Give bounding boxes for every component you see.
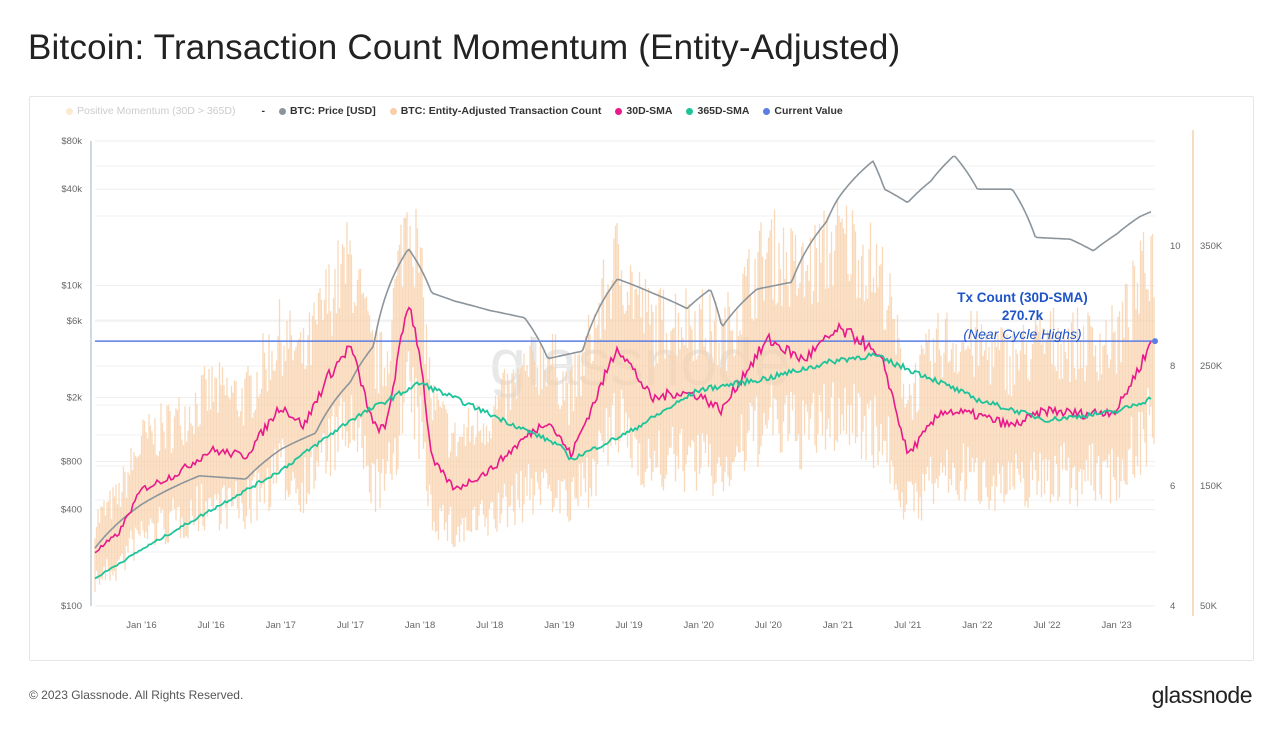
x-tick-label: Jan '19 bbox=[544, 620, 574, 631]
x-tick-label: Jul '21 bbox=[894, 620, 921, 631]
x-tick-label: Jan '21 bbox=[823, 620, 853, 631]
y-left-tick-label: $40k bbox=[61, 184, 82, 195]
y-left-tick-label: $800 bbox=[61, 456, 82, 467]
annotation-title: Tx Count (30D-SMA) bbox=[957, 290, 1088, 305]
legend-swatch-icon bbox=[278, 107, 286, 115]
y-right-tick-label: 150K bbox=[1200, 481, 1223, 492]
y-right-inner-tick-label: 8 bbox=[1170, 361, 1175, 372]
chart-panel bbox=[29, 96, 1254, 661]
legend-current-value[interactable]: Current Value bbox=[763, 105, 843, 117]
x-tick-label: Jul '16 bbox=[198, 620, 225, 631]
y-left-tick-label: $100 bbox=[61, 601, 82, 612]
x-tick-label: Jul '20 bbox=[755, 620, 782, 631]
annotation-value: 270.7k bbox=[1001, 308, 1044, 323]
y-right-tick-label: 50K bbox=[1200, 601, 1218, 612]
y-left-tick-label: $400 bbox=[61, 505, 82, 516]
legend-swatch-icon bbox=[763, 107, 771, 115]
page-title: Bitcoin: Transaction Count Momentum (Ent… bbox=[28, 28, 901, 67]
current-value-marker bbox=[1152, 338, 1158, 345]
x-tick-label: Jan '20 bbox=[684, 620, 714, 631]
legend-dash: - bbox=[261, 105, 265, 117]
x-tick-label: Jan '16 bbox=[126, 620, 156, 631]
annotation-note: (Near Cycle Highs) bbox=[963, 326, 1082, 342]
y-left-tick-label: $2k bbox=[67, 393, 83, 404]
y-left-tick-label: $10k bbox=[61, 281, 82, 292]
x-tick-label: Jan '22 bbox=[962, 620, 992, 631]
legend-swatch-icon bbox=[66, 107, 73, 115]
legend-btc-price[interactable]: BTC: Price [USD] bbox=[278, 105, 376, 117]
legend-30d-sma[interactable]: 30D-SMA bbox=[615, 105, 672, 117]
series-30d-sma bbox=[94, 306, 1152, 554]
x-tick-label: Jan '23 bbox=[1102, 620, 1132, 631]
legend-365d-sma[interactable]: 365D-SMA bbox=[686, 105, 749, 117]
y-right-inner-tick-label: 4 bbox=[1170, 601, 1175, 612]
copyright: © 2023 Glassnode. All Rights Reserved. bbox=[29, 688, 244, 702]
x-tick-label: Jul '22 bbox=[1033, 620, 1060, 631]
y-right-inner-tick-label: 10 bbox=[1170, 241, 1181, 252]
x-tick-label: Jan '18 bbox=[405, 620, 435, 631]
current-value-annotation: Tx Count (30D-SMA) 270.7k (Near Cycle Hi… bbox=[920, 289, 1125, 343]
chart-legend: Positive Momentum (30D > 365D) - BTC: Pr… bbox=[66, 105, 843, 117]
legend-swatch-icon bbox=[389, 107, 397, 115]
series-365d-sma bbox=[94, 352, 1152, 580]
y-left-tick-label: $6k bbox=[67, 316, 83, 327]
x-tick-label: Jan '17 bbox=[266, 620, 296, 631]
brand-logo: glassnode bbox=[1151, 682, 1253, 708]
legend-positive-momentum[interactable]: Positive Momentum (30D > 365D) bbox=[66, 105, 235, 117]
x-tick-label: Jul '18 bbox=[476, 620, 503, 631]
y-left-tick-label: $80k bbox=[61, 136, 82, 147]
y-right-tick-label: 350K bbox=[1200, 241, 1223, 252]
x-tick-label: Jul '17 bbox=[337, 620, 364, 631]
legend-swatch-icon bbox=[615, 107, 623, 115]
legend-tx-count[interactable]: BTC: Entity-Adjusted Transaction Count bbox=[389, 105, 601, 117]
x-tick-label: Jul '19 bbox=[615, 620, 642, 631]
series-btc-price-usd- bbox=[94, 155, 1152, 549]
y-right-tick-label: 250K bbox=[1200, 361, 1223, 372]
legend-swatch-icon bbox=[686, 107, 694, 115]
y-right-inner-tick-label: 6 bbox=[1170, 481, 1175, 492]
series-tx-count-bars bbox=[94, 198, 1155, 592]
